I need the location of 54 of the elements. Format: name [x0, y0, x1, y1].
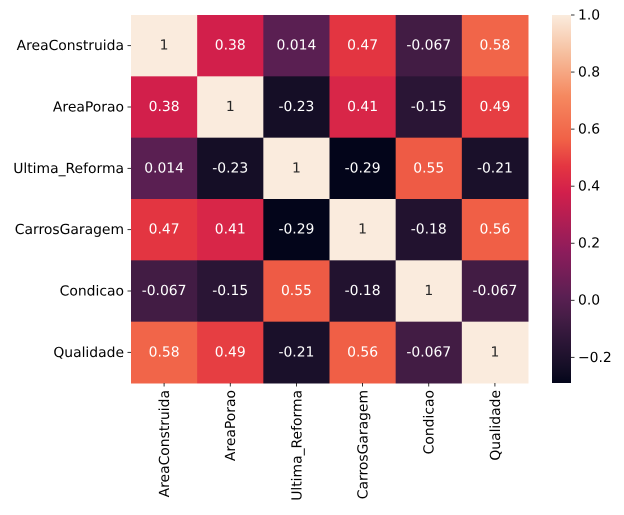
data-label: -0.23 — [212, 160, 248, 176]
data-label: 0.58 — [479, 38, 510, 54]
data-label: 0.55 — [280, 283, 312, 299]
data-label: 0.56 — [479, 222, 510, 238]
x-tick-label: Condicao — [422, 390, 438, 454]
x-tick-label: CarrosGaragem — [355, 390, 372, 500]
data-label: -0.15 — [410, 99, 447, 115]
data-label: 1 — [424, 283, 434, 299]
data-label: 0.47 — [347, 38, 378, 54]
data-label: -0.067 — [406, 344, 452, 360]
y-tick-label: Condicao — [60, 283, 124, 300]
data-label: 1 — [160, 38, 169, 54]
data-label: -0.067 — [406, 38, 452, 54]
y-tick-label: Qualidade — [53, 344, 124, 361]
data-label: -0.29 — [278, 222, 314, 238]
y-tick-label: AreaPorao — [52, 99, 124, 116]
y-tick-label: CarrosGaragem — [14, 222, 124, 238]
color-bar-label: 1.0 — [578, 7, 600, 24]
data-label: 1 — [358, 222, 368, 238]
color-bar-label: 0.6 — [578, 122, 600, 138]
data-label: 0.41 — [347, 99, 378, 115]
data-label: 0.58 — [148, 344, 180, 360]
data-label: 0.49 — [214, 344, 246, 360]
color-bar-label: 0.4 — [578, 178, 600, 195]
data-label: 0.38 — [214, 38, 246, 54]
y-tick-label: Ultima_Reforma — [13, 160, 124, 177]
data-label: -0.18 — [344, 283, 381, 299]
color-bar-label: 0.0 — [578, 292, 600, 309]
color-bar-label: 0.2 — [578, 236, 600, 252]
data-label: -0.067 — [142, 283, 186, 299]
data-label: -0.15 — [212, 283, 248, 299]
data-label: 1 — [490, 344, 500, 360]
y-tick-label: AreaConstruida — [16, 38, 124, 54]
data-label: 0.47 — [148, 222, 180, 238]
data-label: -0.18 — [410, 222, 447, 238]
data-label: -0.21 — [476, 160, 513, 176]
data-label: 0.56 — [347, 344, 378, 360]
data-label: 0.55 — [413, 160, 444, 176]
data-label: 0.41 — [214, 222, 246, 238]
data-label: -0.23 — [278, 99, 314, 115]
x-tick-label: Qualidade — [488, 390, 504, 461]
data-label: 1 — [292, 160, 301, 176]
x-tick-label: AreaPorao — [223, 390, 240, 462]
data-label: 0.38 — [148, 99, 180, 115]
color-bar-label: −0.2 — [578, 350, 612, 366]
x-tick-label: Ultima_Reforma — [289, 390, 306, 501]
data-label: 0.49 — [479, 99, 510, 115]
data-label: 1 — [226, 99, 235, 115]
data-label: -0.21 — [278, 344, 314, 360]
data-label: -0.29 — [344, 160, 381, 176]
data-label: -0.067 — [472, 283, 518, 299]
data-label: 0.014 — [276, 38, 316, 54]
data-label: 0.014 — [144, 160, 184, 176]
color-bar-label: 0.8 — [578, 64, 600, 80]
